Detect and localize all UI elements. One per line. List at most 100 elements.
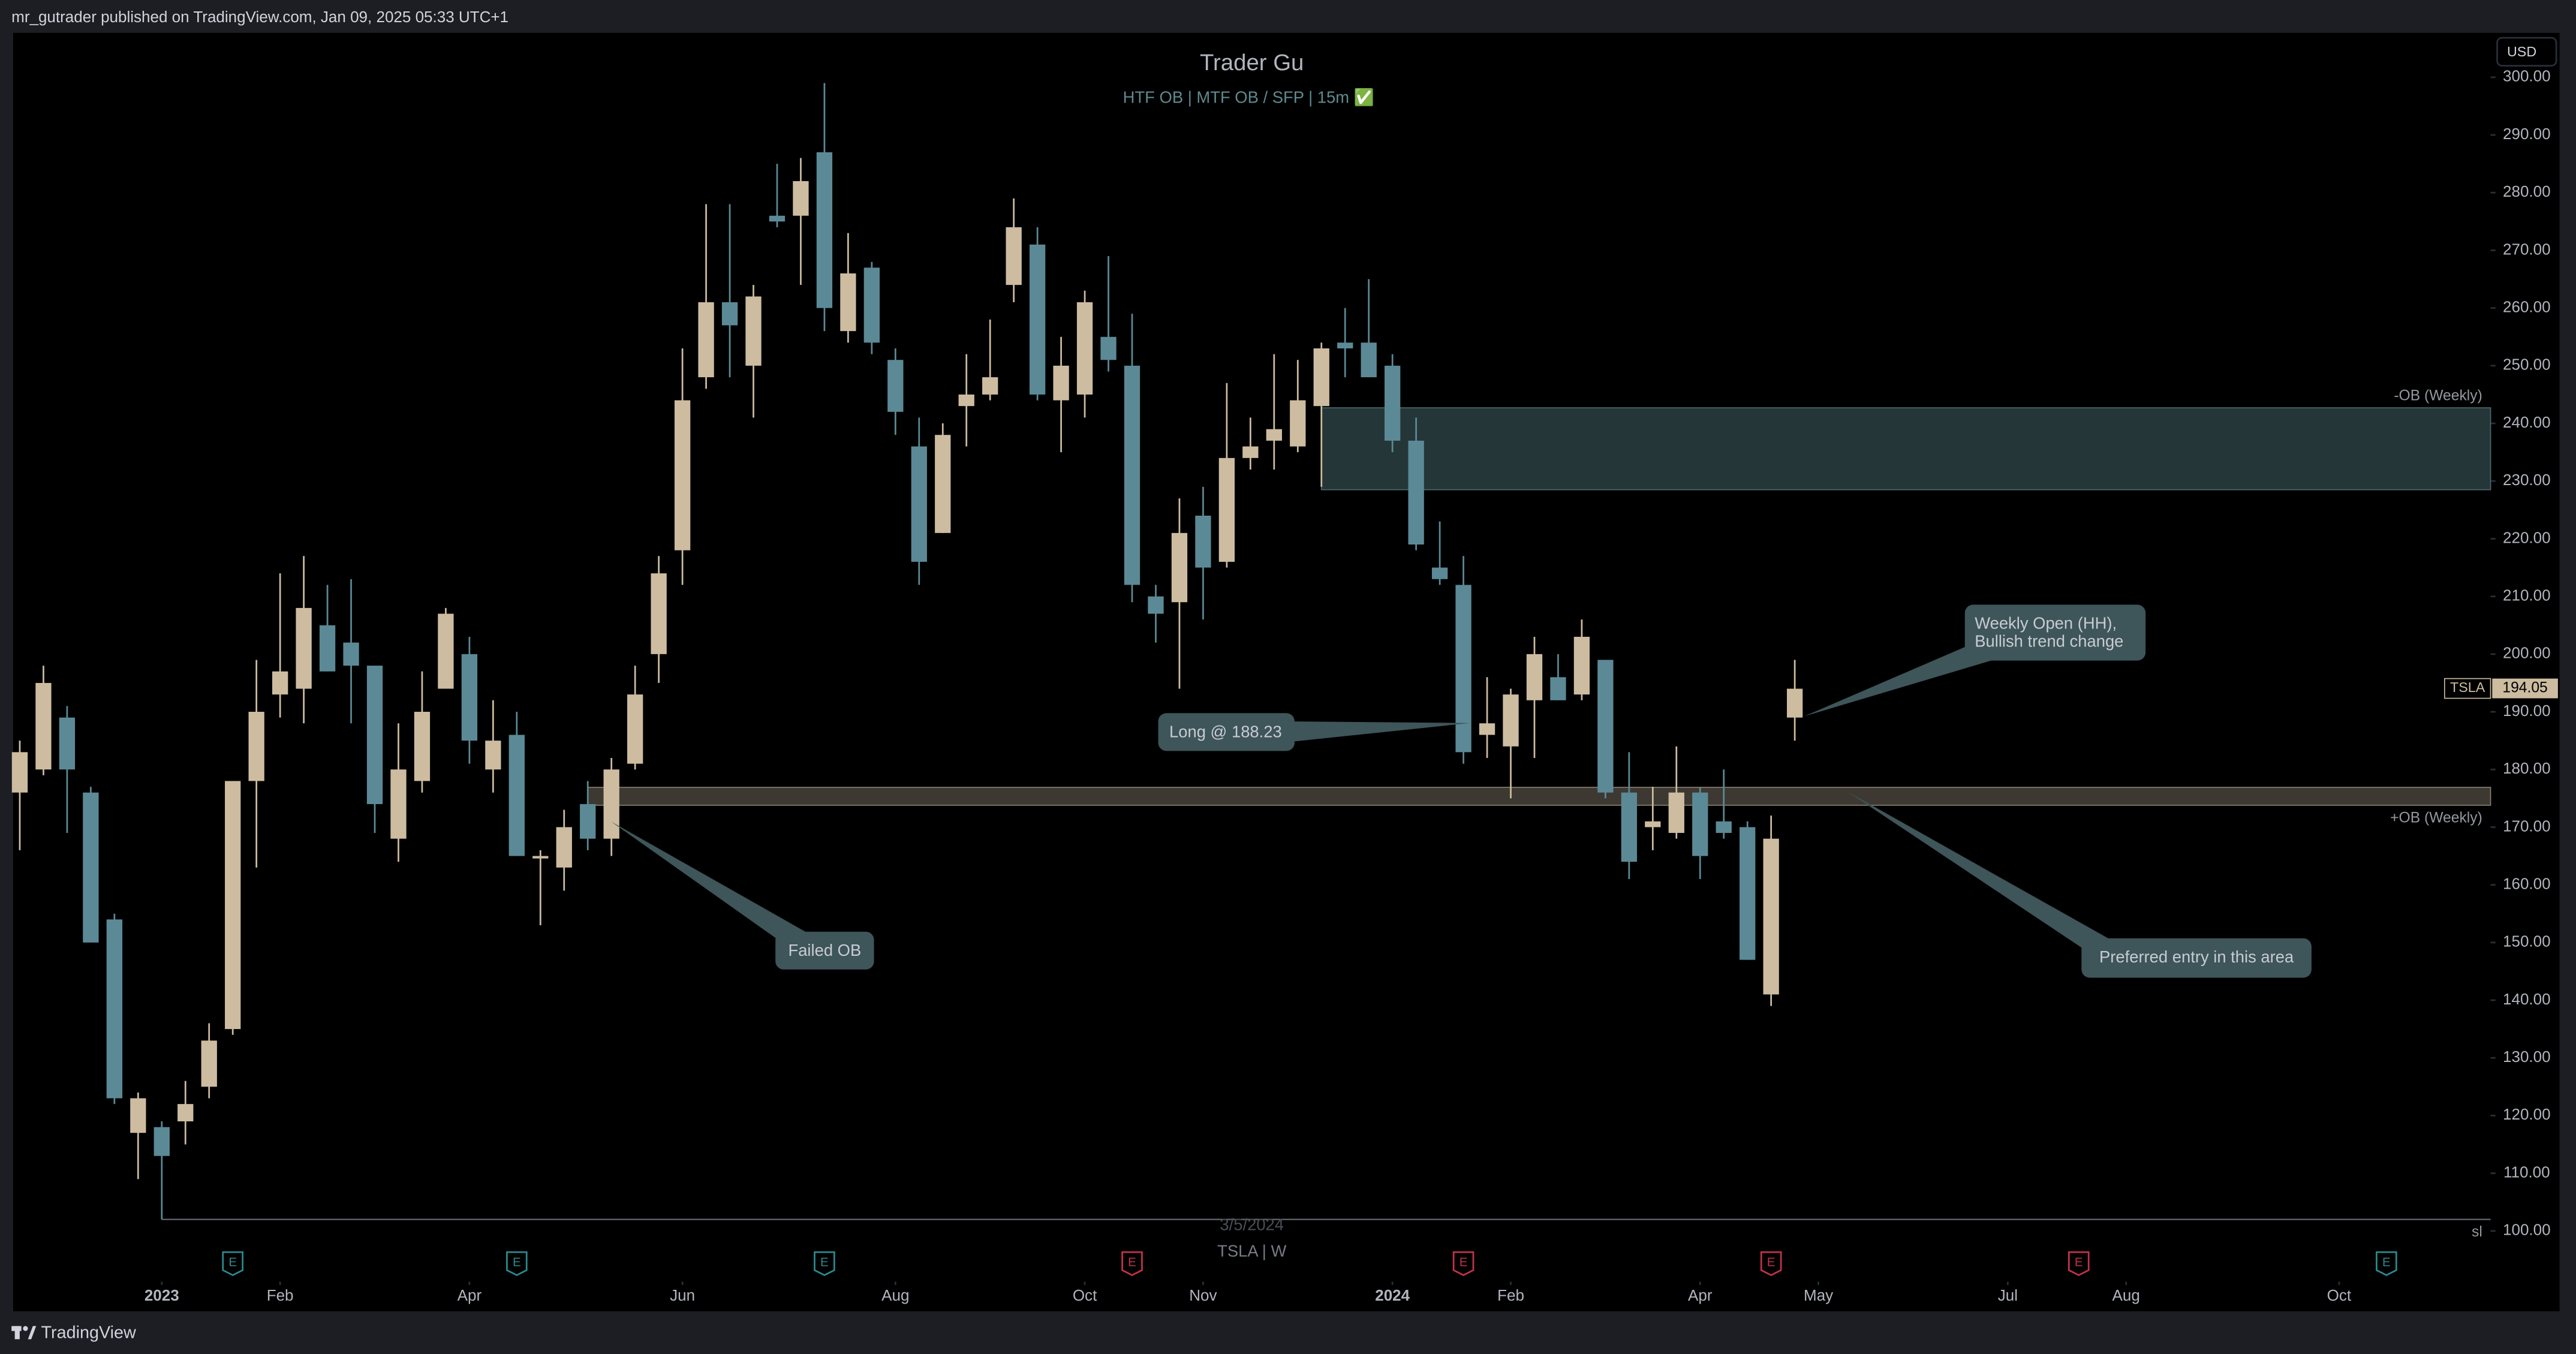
price-symbol: TSLA bbox=[2450, 679, 2485, 695]
chart-pane bbox=[13, 32, 2560, 1311]
earnings-label: E bbox=[1767, 1255, 1775, 1269]
candle-body bbox=[319, 625, 336, 672]
candle-body bbox=[1076, 302, 1093, 395]
y-tick-label: 290.00 bbox=[2503, 125, 2551, 143]
candle-body bbox=[1171, 532, 1188, 603]
candle-body bbox=[59, 717, 76, 770]
candle-body bbox=[651, 573, 667, 654]
currency-button[interactable] bbox=[2496, 37, 2557, 67]
y-tick-label: 140.00 bbox=[2503, 990, 2551, 1008]
candle-body bbox=[532, 856, 549, 859]
candle-body bbox=[816, 152, 833, 308]
callout-box bbox=[1964, 604, 2146, 661]
candle-body bbox=[958, 394, 974, 407]
y-tick-label: 280.00 bbox=[2503, 182, 2551, 200]
candle-body bbox=[225, 781, 241, 1030]
x-tick-label: Apr bbox=[1688, 1286, 1713, 1304]
earnings-label: E bbox=[2075, 1255, 2083, 1269]
candle-body bbox=[745, 296, 762, 366]
last-price-box bbox=[2492, 678, 2558, 699]
zone-layer: sl -OB (Weekly) +OB (Weekly) bbox=[161, 387, 2491, 1240]
candle-body bbox=[793, 181, 809, 216]
earnings-marker bbox=[2068, 1251, 2090, 1276]
order-block-zone bbox=[1320, 407, 2491, 491]
candle-body bbox=[1716, 821, 1732, 834]
candle-body bbox=[1337, 342, 1353, 348]
candle-body bbox=[840, 273, 856, 332]
candle-body bbox=[438, 613, 454, 689]
candle-body bbox=[935, 435, 951, 533]
candle-body bbox=[1313, 348, 1329, 407]
callout-pointer bbox=[611, 822, 808, 945]
earnings-marker bbox=[814, 1251, 835, 1276]
candle-body bbox=[911, 446, 927, 562]
candle-body bbox=[35, 682, 52, 770]
callout-text: Bullish trend change bbox=[1975, 632, 2123, 651]
candle-body bbox=[83, 792, 99, 943]
candle-body bbox=[1218, 458, 1235, 562]
candle-body bbox=[343, 642, 359, 666]
candle-body bbox=[177, 1104, 194, 1122]
candle-body bbox=[1431, 567, 1448, 579]
candle-body bbox=[1242, 446, 1259, 458]
x-tick-label: Feb bbox=[267, 1286, 294, 1304]
y-tick-label: 220.00 bbox=[2503, 528, 2551, 546]
earnings-label: E bbox=[513, 1255, 521, 1269]
earnings-label: E bbox=[1459, 1255, 1468, 1269]
candle-body bbox=[296, 607, 312, 689]
candle-body bbox=[1361, 342, 1377, 378]
y-tick-label: 210.00 bbox=[2503, 586, 2551, 604]
order-block-zone bbox=[587, 787, 2491, 806]
earnings-marker bbox=[2376, 1251, 2397, 1276]
candle-body bbox=[674, 400, 691, 550]
candle-body bbox=[106, 919, 122, 1099]
y-tick-label: 150.00 bbox=[2503, 932, 2551, 950]
candle-layer: TSLA 194.05 E E E E E E E E bbox=[11, 83, 2558, 1276]
zone-label: +OB (Weekly) bbox=[2390, 810, 2482, 826]
candle-body bbox=[1029, 244, 1046, 395]
footer-brand: TradingView bbox=[41, 1323, 136, 1342]
earnings-marker bbox=[506, 1251, 528, 1276]
candle-body bbox=[1740, 827, 1756, 960]
currency-label[interactable]: USD bbox=[2507, 44, 2536, 59]
x-tick-label: Jul bbox=[1998, 1286, 2018, 1304]
x-tick-label: Aug bbox=[881, 1286, 909, 1304]
y-tick-label: 270.00 bbox=[2503, 240, 2551, 258]
candle-body bbox=[1385, 365, 1401, 441]
candle-body bbox=[580, 804, 596, 839]
grid-layer: 100.00 110.00 120.00 130.00 140.00 150.00 160.… bbox=[145, 67, 2551, 1304]
callout-text: Failed OB bbox=[788, 941, 861, 959]
x-tick-label: Aug bbox=[2112, 1286, 2140, 1304]
candle-body bbox=[1408, 440, 1424, 545]
y-tick-label: 250.00 bbox=[2503, 356, 2551, 374]
candle-body bbox=[461, 654, 478, 741]
logo-part bbox=[23, 1326, 28, 1331]
candle-body bbox=[1195, 515, 1211, 568]
candle-body bbox=[1100, 336, 1117, 360]
y-tick-label: 160.00 bbox=[2503, 874, 2551, 892]
y-tick-label: 130.00 bbox=[2503, 1048, 2551, 1066]
x-tick-label: May bbox=[1804, 1286, 1833, 1304]
candle-body bbox=[272, 671, 288, 695]
candle-body bbox=[1621, 792, 1638, 862]
y-tick-label: 180.00 bbox=[2503, 759, 2551, 777]
publish-header: mr_gutrader published on TradingView.com… bbox=[11, 8, 508, 26]
x-tick-label: Nov bbox=[1189, 1286, 1217, 1304]
callout-pointer bbox=[1281, 721, 1471, 743]
callout-box bbox=[1158, 713, 1295, 751]
candle-body bbox=[11, 752, 28, 793]
y-tick-label: 120.00 bbox=[2503, 1105, 2551, 1123]
candle-body bbox=[1479, 723, 1495, 735]
candle-body bbox=[130, 1098, 146, 1133]
candle-body bbox=[414, 712, 431, 781]
candle-body bbox=[1645, 821, 1661, 828]
x-tick-label: Apr bbox=[458, 1286, 482, 1304]
earnings-marker bbox=[1760, 1251, 1782, 1276]
callout-texts: Long @ 188.23 Weekly Open (HH), Bullish … bbox=[788, 614, 2294, 966]
y-tick-label: 230.00 bbox=[2503, 471, 2551, 489]
candle-body bbox=[721, 302, 738, 326]
callout-pointer bbox=[1804, 644, 1991, 717]
candle-body bbox=[1763, 838, 1779, 995]
candle-body bbox=[556, 827, 572, 868]
